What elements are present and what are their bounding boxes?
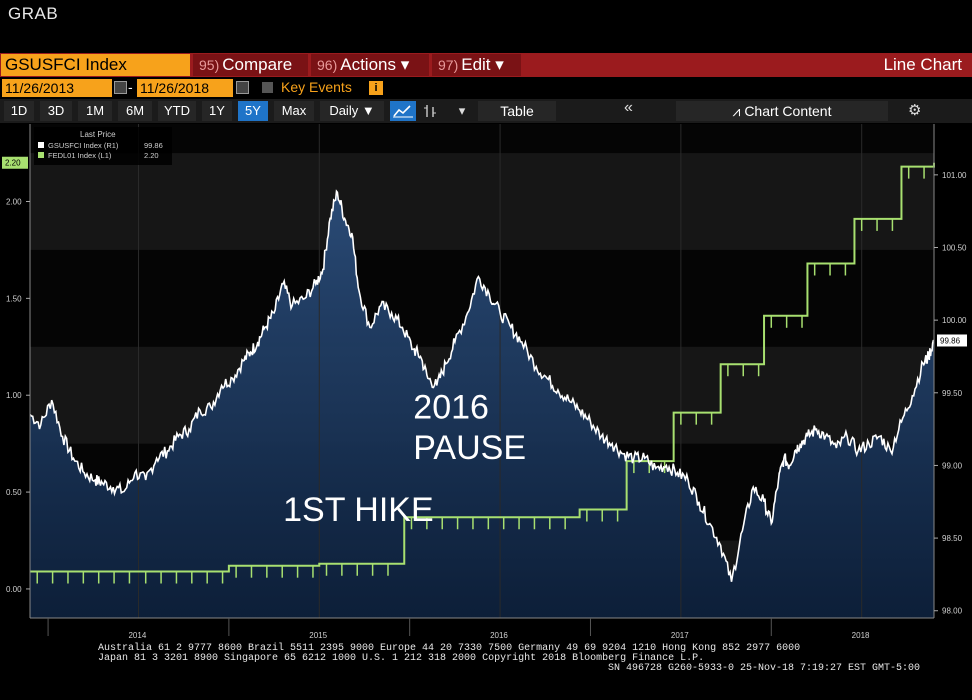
left-last-label: 2.20 (5, 159, 21, 168)
calendar-icon[interactable] (114, 81, 127, 94)
legend-box (34, 127, 172, 165)
right-tick-label: 98.50 (942, 534, 963, 543)
actions-label: Actions ▾ (340, 55, 410, 74)
index-line (29, 189, 935, 582)
info-icon[interactable]: i (369, 81, 383, 95)
right-tick-label: 100.50 (942, 244, 967, 253)
range-max-button[interactable]: Max (274, 101, 314, 121)
fci-index-series (29, 189, 935, 582)
edit-label: Edit ▾ (461, 55, 504, 74)
legend-swatch (38, 142, 44, 148)
edit-shortcut: 97) (438, 57, 459, 73)
left-tick-label: 0.00 (6, 585, 22, 594)
chevron-down-icon[interactable]: ▾ (458, 103, 466, 118)
range-1d-button[interactable]: 1D (4, 101, 34, 121)
footer-phone-line-2: Japan 81 3 3201 8900 Singapore 65 6212 1… (98, 652, 704, 664)
plot-band (30, 153, 934, 250)
range-5y-button[interactable]: 5Y (238, 101, 268, 121)
compare-label: Compare (222, 55, 293, 74)
end-date-input[interactable]: 11/26/2018 (137, 79, 233, 97)
right-last-tag (937, 334, 967, 347)
key-events-label: Key Events (281, 79, 352, 95)
right-last-label: 99.86 (940, 336, 961, 345)
fed-funds-series (30, 162, 935, 584)
chart-type-label[interactable]: Line Chart (883, 55, 962, 74)
index-area-fill (30, 191, 934, 618)
left-last-tag (2, 156, 28, 169)
chart-legend: Last Price GSUSFCI Index (R1) 99.86 FEDL01 … (34, 127, 172, 165)
chart-content-button[interactable]: ⩘ Chart Content (676, 101, 888, 121)
range-1m-button[interactable]: 1M (78, 101, 112, 121)
footer-serial-line: SN 496728 G260-5933-0 25-Nov-18 7:19:27 … (608, 663, 920, 674)
legend-header: Last Price (80, 130, 116, 139)
footer-text: Australia 61 2 9777 8600 Brazil 5511 239… (98, 642, 920, 674)
legend-entry-value: 2.20 (144, 151, 159, 160)
footer-phone-line-1: Australia 61 2 9777 8600 Brazil 5511 239… (98, 642, 800, 654)
x-tick-label: 2017 (671, 631, 689, 640)
chart-axes: 0.00 0.50 1.00 1.50 2.00 98.00 98.50 99.00 99.50… (2, 124, 967, 640)
chart-content-label: Chart Content (744, 103, 832, 119)
left-tick-label: 2.00 (6, 197, 22, 206)
legend-entry-value: 99.86 (144, 141, 163, 150)
annotation-label: PAUSE (413, 429, 526, 467)
legend-entry-name: FEDL01 Index (L1) (48, 151, 112, 160)
line-chart-icon[interactable] (390, 101, 416, 121)
annotation-label: 2016 (413, 388, 489, 426)
left-tick-label: 0.50 (6, 488, 22, 497)
range-3d-button[interactable]: 3D (40, 101, 72, 121)
compare-shortcut: 95) (199, 57, 220, 73)
table-button[interactable]: Table (478, 101, 556, 121)
x-tick-label: 2016 (490, 631, 508, 640)
x-tick-label: 2018 (852, 631, 870, 640)
actions-shortcut: 96) (317, 57, 338, 73)
right-tick-label: 100.00 (942, 316, 967, 325)
chart-grid (137, 124, 863, 618)
legend-swatch (38, 152, 44, 158)
annotation-label: 1ST HIKE (283, 491, 434, 529)
range-ytd-button[interactable]: YTD (158, 101, 196, 121)
edit-button[interactable]: 97) Edit ▾ (432, 54, 521, 76)
gear-icon[interactable]: ⚙ (908, 102, 922, 119)
chart-content-icon: ⩘ (732, 103, 745, 119)
right-tick-label: 98.00 (942, 607, 963, 616)
x-tick-label: 2014 (128, 631, 146, 640)
right-tick-label: 101.00 (942, 171, 967, 180)
x-tick-label: 2015 (309, 631, 327, 640)
start-date-input[interactable]: 11/26/2013 (2, 79, 112, 97)
collapse-icon[interactable]: « (624, 99, 633, 116)
ticker-input[interactable]: GSUSFCI Index (1, 54, 190, 76)
range-6m-button[interactable]: 6M (118, 101, 152, 121)
legend-entry-name: GSUSFCI Index (R1) (48, 141, 119, 150)
frequency-select[interactable]: Daily ▼ (320, 101, 384, 121)
bar-chart-icon[interactable] (418, 101, 442, 121)
left-tick-label: 1.00 (6, 391, 22, 400)
compare-button[interactable]: 95) Compare (193, 54, 308, 76)
right-tick-label: 99.50 (942, 389, 963, 398)
right-tick-label: 99.00 (942, 461, 963, 470)
range-1y-button[interactable]: 1Y (202, 101, 232, 121)
window-title: GRAB (8, 4, 59, 23)
date-separator: - (128, 79, 133, 95)
calendar-icon[interactable] (236, 81, 249, 94)
key-events-checkbox[interactable] (262, 82, 273, 93)
index-area (30, 191, 934, 618)
actions-button[interactable]: 96) Actions ▾ (311, 54, 429, 76)
fed-step-line (30, 162, 935, 573)
left-tick-label: 1.50 (6, 294, 22, 303)
